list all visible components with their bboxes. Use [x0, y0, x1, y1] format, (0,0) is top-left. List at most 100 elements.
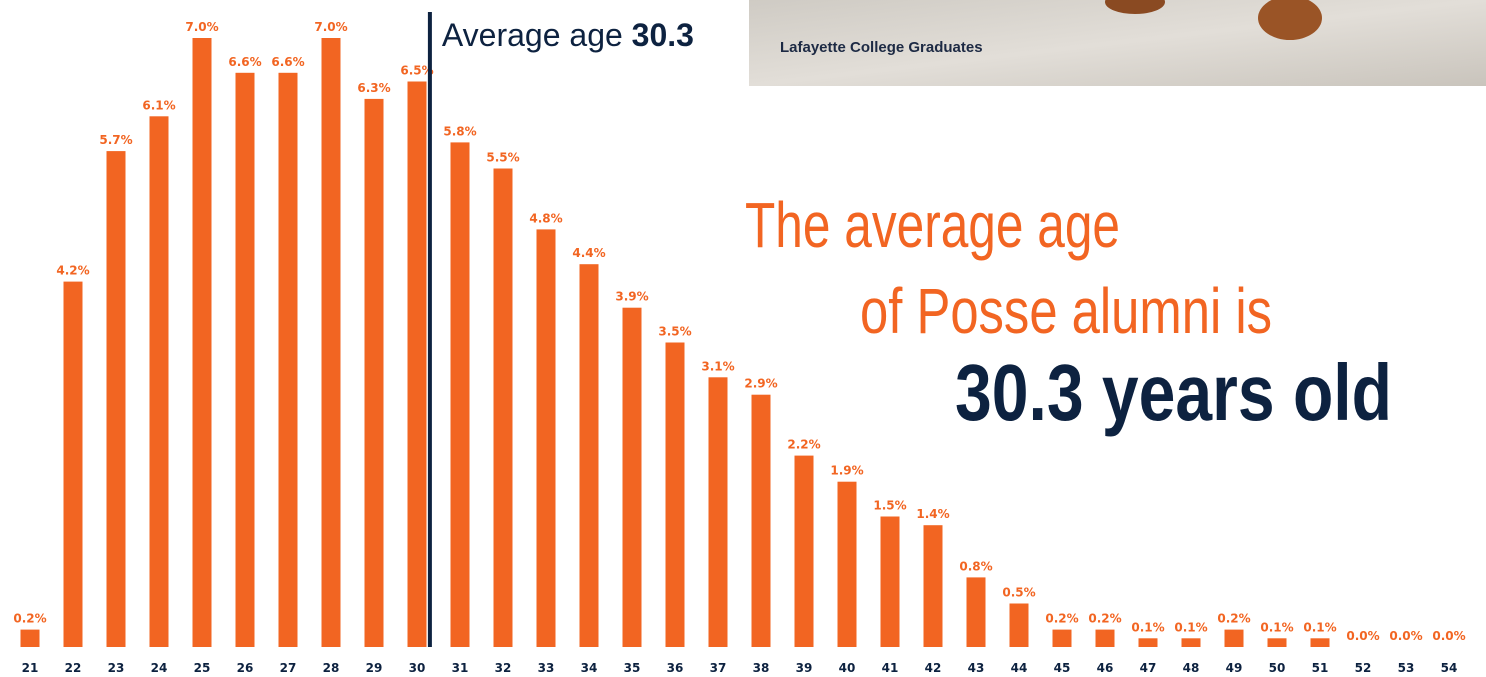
bar	[1138, 638, 1158, 647]
x-tick-label: 23	[108, 661, 125, 675]
average-value: 30.3	[632, 17, 694, 53]
value-label: 2.9%	[744, 377, 777, 391]
value-label: 6.6%	[228, 55, 261, 69]
x-tick-label: 30	[409, 661, 426, 675]
bar	[1181, 638, 1201, 647]
bar	[450, 142, 470, 647]
value-label: 6.1%	[142, 98, 175, 112]
value-label: 0.2%	[13, 612, 46, 626]
x-tick-label: 21	[22, 661, 39, 675]
value-label: 6.3%	[357, 81, 390, 95]
x-tick-label: 45	[1054, 661, 1071, 675]
headline: of Posse alumni is	[860, 275, 1272, 347]
x-tick-label: 31	[452, 661, 469, 675]
value-label: 0.0%	[1346, 629, 1379, 643]
x-tick-label: 22	[65, 661, 82, 675]
x-tick-label: 48	[1183, 661, 1200, 675]
x-tick-label: 38	[753, 661, 770, 675]
value-label: 6.5%	[400, 64, 433, 78]
value-label: 0.1%	[1260, 620, 1293, 634]
value-label: 7.0%	[185, 20, 218, 34]
bar	[278, 72, 298, 648]
bar	[579, 264, 599, 647]
headline: The average age	[745, 189, 1120, 261]
value-label: 0.1%	[1303, 620, 1336, 634]
x-tick-label: 50	[1269, 661, 1286, 675]
value-label: 5.8%	[443, 124, 476, 138]
bar	[192, 38, 212, 647]
bar	[364, 98, 384, 647]
bar	[1009, 603, 1029, 647]
x-tick-label: 51	[1312, 661, 1329, 675]
bar	[751, 394, 771, 647]
x-tick-label: 29	[366, 661, 383, 675]
x-tick-label: 52	[1355, 661, 1372, 675]
value-label: 0.5%	[1002, 586, 1035, 600]
value-label: 4.4%	[572, 246, 605, 260]
bar	[493, 168, 513, 647]
value-label: 3.9%	[615, 290, 648, 304]
bar	[708, 377, 728, 647]
value-label: 3.1%	[701, 359, 734, 373]
value-label: 0.2%	[1045, 612, 1078, 626]
bar	[1052, 629, 1072, 647]
bar	[1224, 629, 1244, 647]
bar	[1310, 638, 1330, 647]
bar	[794, 455, 814, 647]
headline-emphasis: 30.3 years old	[955, 348, 1392, 437]
bar	[536, 229, 556, 647]
x-tick-label: 43	[968, 661, 985, 675]
bar	[880, 516, 900, 647]
bar	[20, 629, 40, 647]
x-tick-label: 32	[495, 661, 512, 675]
value-label: 2.2%	[787, 438, 820, 452]
average-annotation: Average age 30.3	[442, 17, 694, 53]
bar	[149, 116, 169, 648]
value-label: 0.2%	[1217, 612, 1250, 626]
value-label: 5.7%	[99, 133, 132, 147]
value-label: 4.8%	[529, 211, 562, 225]
bar	[665, 342, 685, 647]
photo: Lafayette College Graduates	[749, 0, 1486, 86]
bar	[966, 577, 986, 647]
x-tick-label: 44	[1011, 661, 1028, 675]
x-tick-label: 46	[1097, 661, 1114, 675]
value-label: 0.1%	[1174, 620, 1207, 634]
bar	[1095, 629, 1115, 647]
value-label: 0.1%	[1131, 620, 1164, 634]
bar	[1267, 638, 1287, 647]
x-tick-label: 25	[194, 661, 211, 675]
value-label: 5.5%	[486, 151, 519, 165]
bar	[321, 38, 341, 647]
value-label: 7.0%	[314, 20, 347, 34]
x-tick-label: 39	[796, 661, 813, 675]
value-label: 6.6%	[271, 55, 304, 69]
value-label: 0.0%	[1432, 629, 1465, 643]
value-label: 1.5%	[873, 499, 906, 513]
x-tick-label: 49	[1226, 661, 1243, 675]
value-label: 3.5%	[658, 325, 691, 339]
x-tick-label: 35	[624, 661, 641, 675]
bar	[106, 151, 126, 647]
x-tick-label: 33	[538, 661, 555, 675]
x-tick-label: 28	[323, 661, 340, 675]
value-label: 4.2%	[56, 264, 89, 278]
x-tick-label: 24	[151, 661, 168, 675]
x-tick-label: 53	[1398, 661, 1415, 675]
x-tick-label: 54	[1441, 661, 1458, 675]
bar	[837, 481, 857, 647]
x-tick-label: 36	[667, 661, 684, 675]
bar	[923, 525, 943, 647]
x-tick-label: 26	[237, 661, 254, 675]
value-label: 0.2%	[1088, 612, 1121, 626]
bar	[63, 281, 83, 647]
photo-caption: Lafayette College Graduates	[780, 39, 983, 56]
value-label: 1.9%	[830, 464, 863, 478]
x-tick-label: 27	[280, 661, 297, 675]
bar	[235, 72, 255, 648]
bar	[407, 81, 427, 647]
x-tick-label: 42	[925, 661, 942, 675]
value-label: 0.8%	[959, 559, 992, 573]
value-label: 0.0%	[1389, 629, 1422, 643]
